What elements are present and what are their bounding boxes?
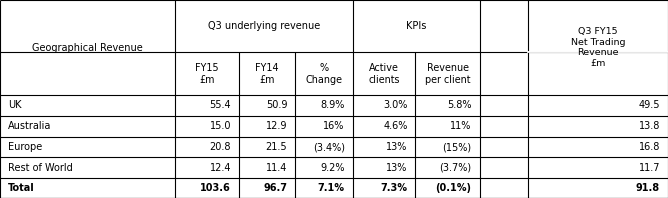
Text: 7.1%: 7.1% [318,183,345,193]
Text: Q3 underlying revenue: Q3 underlying revenue [208,21,320,31]
Text: 21.5: 21.5 [266,142,287,152]
Text: (3.4%): (3.4%) [313,142,345,152]
Text: Revenue
per client: Revenue per client [425,63,470,85]
Text: 13%: 13% [386,142,407,152]
Text: FY15
£m: FY15 £m [195,63,219,85]
Text: 15.0: 15.0 [210,121,231,131]
Text: 13.8: 13.8 [639,121,660,131]
Text: UK: UK [8,100,21,110]
Text: Q3 FY15
Net Trading
Revenue
£m: Q3 FY15 Net Trading Revenue £m [570,27,625,68]
Text: 3.0%: 3.0% [383,100,407,110]
Text: 49.5: 49.5 [639,100,660,110]
Text: 13%: 13% [386,163,407,173]
Text: 103.6: 103.6 [200,183,231,193]
Text: 8.9%: 8.9% [321,100,345,110]
Text: Rest of World: Rest of World [8,163,73,173]
Text: 20.8: 20.8 [210,142,231,152]
Text: 12.4: 12.4 [210,163,231,173]
Text: (3.7%): (3.7%) [440,163,472,173]
Text: 50.9: 50.9 [266,100,287,110]
Text: 7.3%: 7.3% [381,183,407,193]
Text: Europe: Europe [8,142,42,152]
Text: (15%): (15%) [442,142,472,152]
Text: 55.4: 55.4 [210,100,231,110]
Text: 11.4: 11.4 [266,163,287,173]
Text: %
Change: % Change [305,63,343,85]
Text: Geographical Revenue: Geographical Revenue [32,43,143,52]
Text: 16.8: 16.8 [639,142,660,152]
Text: FY14
£m: FY14 £m [255,63,279,85]
Text: 9.2%: 9.2% [320,163,345,173]
Text: 16%: 16% [323,121,345,131]
Text: (0.1%): (0.1%) [436,183,472,193]
Text: KPIs: KPIs [406,21,426,31]
Text: 4.6%: 4.6% [383,121,407,131]
Text: Australia: Australia [8,121,51,131]
Text: Active
clients: Active clients [368,63,400,85]
Text: 12.9: 12.9 [266,121,287,131]
Text: 91.8: 91.8 [636,183,660,193]
Text: 96.7: 96.7 [263,183,287,193]
Text: 11.7: 11.7 [639,163,660,173]
Text: Total: Total [8,183,35,193]
Text: 11%: 11% [450,121,472,131]
Text: 5.8%: 5.8% [447,100,472,110]
